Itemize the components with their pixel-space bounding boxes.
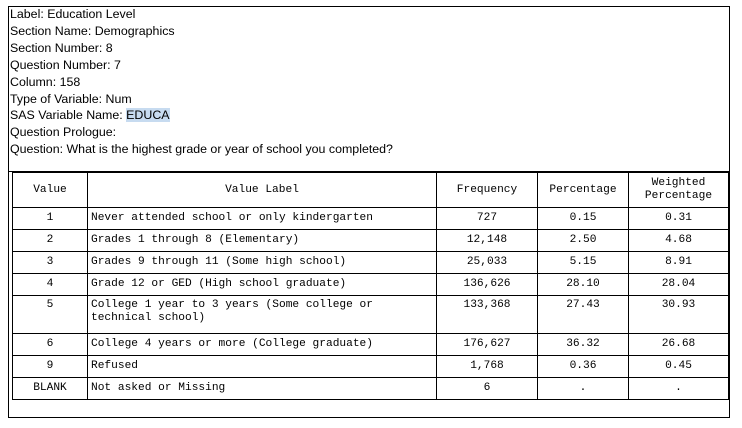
table-separator <box>8 171 730 172</box>
question-prologue-line: Question Prologue: <box>10 125 117 140</box>
table-header-row: Value Value Label Frequency Percentage W… <box>12 172 729 208</box>
cell-percentage: 0.15 <box>537 207 629 230</box>
cell-weighted: 30.93 <box>628 295 729 334</box>
cell-frequency: 136,626 <box>436 273 538 296</box>
cell-label: Grade 12 or GED (High school graduate) <box>87 273 437 296</box>
cell-label: College 1 year to 3 years (Some college … <box>87 295 437 334</box>
cell-frequency: 12,148 <box>436 229 538 252</box>
table-row: 9 Refused 1,768 0.36 0.45 <box>12 355 729 378</box>
codebook-frame <box>8 6 730 418</box>
cell-value: 1 <box>12 207 88 230</box>
table-row: BLANK Not asked or Missing 6 . . <box>12 377 729 400</box>
cell-weighted: 0.45 <box>628 355 729 378</box>
cell-weighted: 26.68 <box>628 333 729 356</box>
table-row: 5 College 1 year to 3 years (Some colleg… <box>12 295 729 334</box>
table-row: 4 Grade 12 or GED (High school graduate)… <box>12 273 729 296</box>
cell-percentage: 36.32 <box>537 333 629 356</box>
table-row: 2 Grades 1 through 8 (Elementary) 12,148… <box>12 229 729 252</box>
cell-label: Refused <box>87 355 437 378</box>
table-row: 3 Grades 9 through 11 (Some high school)… <box>12 251 729 274</box>
header-value: Value <box>12 172 88 208</box>
sas-variable-name-highlight[interactable]: EDUCA <box>126 108 170 123</box>
cell-frequency: 25,033 <box>436 251 538 274</box>
header-value-label: Value Label <box>87 172 437 208</box>
header-weighted-line2: Percentage <box>644 190 713 202</box>
cell-percentage: 27.43 <box>537 295 629 334</box>
cell-label: Grades 9 through 11 (Some high school) <box>87 251 437 274</box>
cell-value: BLANK <box>12 377 88 400</box>
cell-value: 5 <box>12 295 88 334</box>
type-of-variable-line: Type of Variable: Num <box>10 91 132 106</box>
cell-value: 6 <box>12 333 88 356</box>
header-frequency: Frequency <box>436 172 538 208</box>
section-name-line: Section Name: Demographics <box>10 23 175 38</box>
question-number-line: Question Number: 7 <box>10 57 121 72</box>
cell-frequency: 176,627 <box>436 333 538 356</box>
cell-label: Not asked or Missing <box>87 377 437 400</box>
value-frequency-table: Value Value Label Frequency Percentage W… <box>12 172 729 400</box>
cell-frequency: 727 <box>436 207 538 230</box>
cell-frequency: 133,368 <box>436 295 538 334</box>
cell-weighted: 8.91 <box>628 251 729 274</box>
variable-metadata: Label: Education Level Section Name: Dem… <box>10 6 710 158</box>
cell-weighted: 28.04 <box>628 273 729 296</box>
column-line: Column: 158 <box>10 74 81 89</box>
cell-weighted: 4.68 <box>628 229 729 252</box>
label-line: Label: Education Level <box>10 7 136 21</box>
question-line: Question: What is the highest grade or y… <box>10 142 393 157</box>
section-number-line: Section Number: 8 <box>10 40 113 55</box>
header-percentage: Percentage <box>537 172 629 208</box>
table-row: 1 Never attended school or only kinderga… <box>12 207 729 230</box>
cell-percentage: . <box>537 377 629 400</box>
cell-value: 9 <box>12 355 88 378</box>
cell-weighted: . <box>628 377 729 400</box>
cell-value: 2 <box>12 229 88 252</box>
cell-percentage: 5.15 <box>537 251 629 274</box>
header-weighted-percentage: Weighted Percentage <box>628 172 729 208</box>
cell-percentage: 28.10 <box>537 273 629 296</box>
header-weighted-line1: Weighted <box>651 177 706 189</box>
cell-label: Never attended school or only kindergart… <box>87 207 437 230</box>
cell-label: Grades 1 through 8 (Elementary) <box>87 229 437 252</box>
cell-value: 3 <box>12 251 88 274</box>
table-row: 6 College 4 years or more (College gradu… <box>12 333 729 356</box>
cell-weighted: 0.31 <box>628 207 729 230</box>
cell-percentage: 2.50 <box>537 229 629 252</box>
sas-variable-name-line: SAS Variable Name: EDUCA <box>10 107 710 124</box>
cell-frequency: 6 <box>436 377 538 400</box>
sas-variable-prefix: SAS Variable Name: <box>10 108 127 123</box>
cell-percentage: 0.36 <box>537 355 629 378</box>
cell-frequency: 1,768 <box>436 355 538 378</box>
cell-value: 4 <box>12 273 88 296</box>
cell-label: College 4 years or more (College graduat… <box>87 333 437 356</box>
